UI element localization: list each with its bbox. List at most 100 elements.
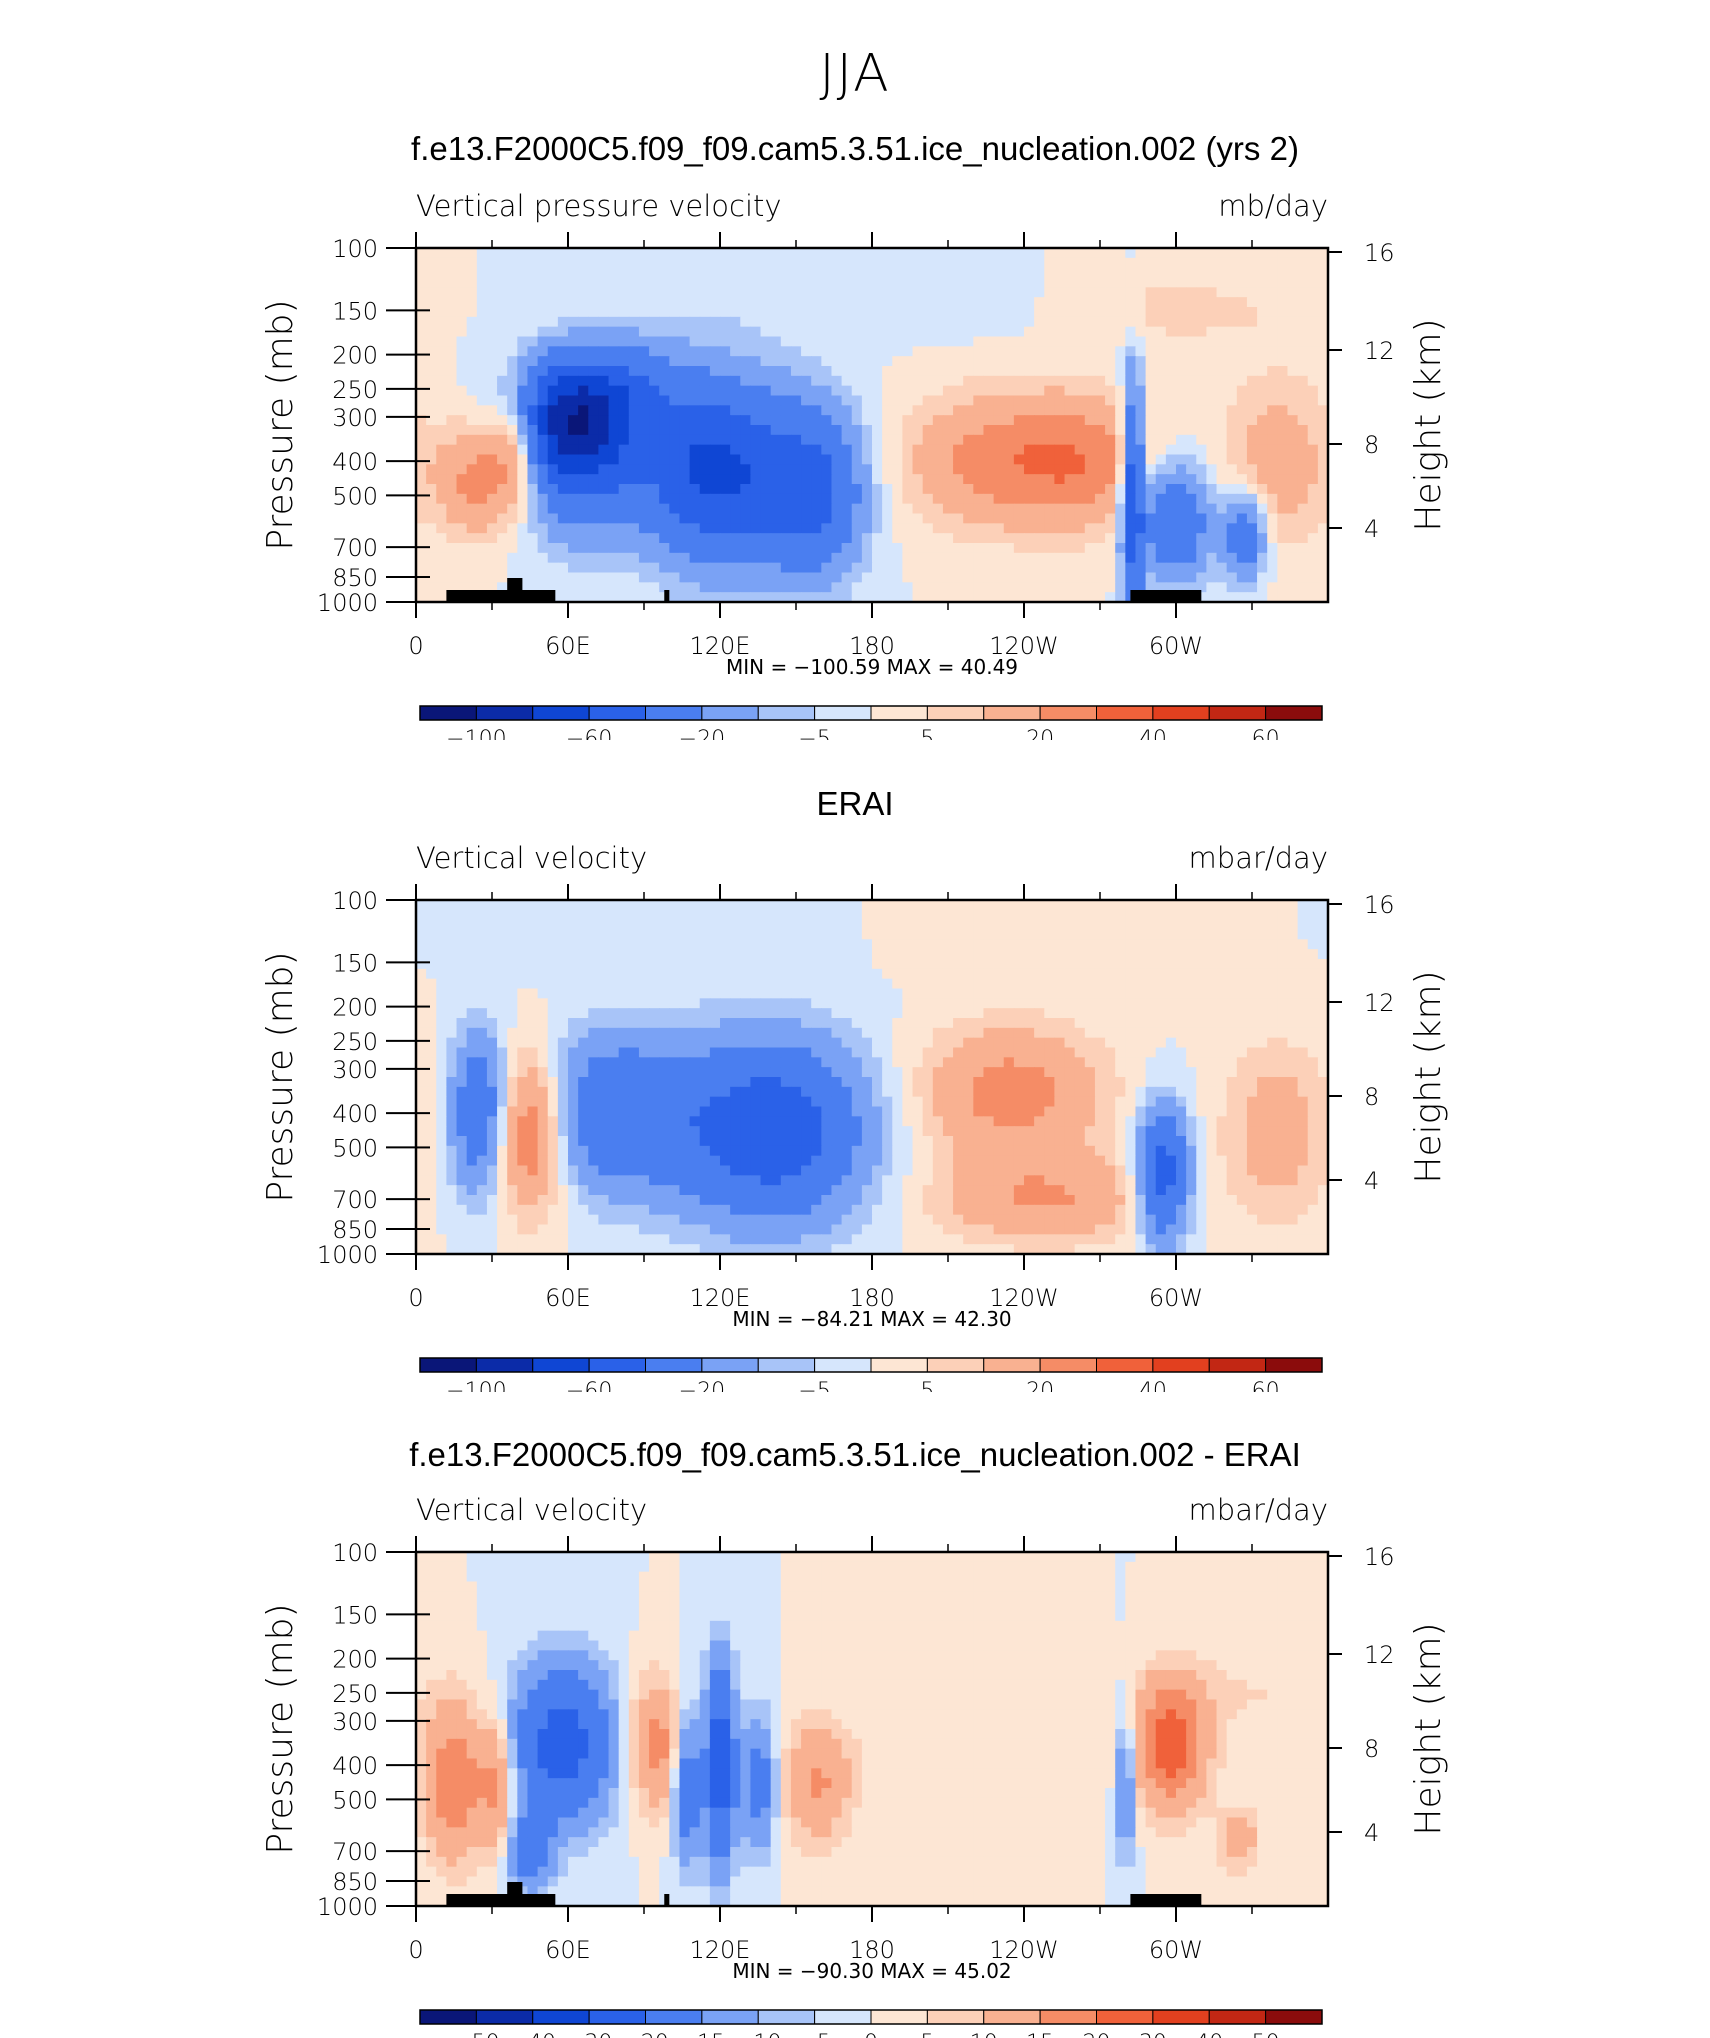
field-cell [831, 248, 843, 259]
field-cell [801, 959, 812, 970]
field-cell [1034, 978, 1045, 990]
field-cell [780, 503, 792, 515]
field-cell [780, 464, 792, 475]
field-cell [588, 900, 599, 911]
field-cell [1186, 277, 1197, 288]
field-cell [1176, 998, 1187, 1009]
field-cell [750, 572, 762, 583]
field-cell [466, 267, 478, 279]
field-cell [557, 484, 569, 495]
field-cell [770, 356, 782, 367]
field-cell [709, 1027, 721, 1039]
field-cell [568, 503, 579, 515]
field-cell [1297, 562, 1309, 574]
field-cell [638, 287, 650, 298]
field-cell [1074, 287, 1086, 298]
field-cell [486, 939, 498, 950]
field-cell [902, 533, 914, 544]
field-cell [1246, 248, 1258, 259]
field-cell [1236, 552, 1248, 564]
field-cell [1176, 1008, 1187, 1019]
field-cell [1277, 356, 1289, 367]
field-cell [750, 959, 762, 970]
field-cell [628, 267, 640, 279]
field-cell [1226, 346, 1238, 357]
field-cell [517, 425, 529, 436]
field-cell [669, 326, 681, 338]
field-cell [1186, 978, 1197, 990]
field-cell [902, 929, 914, 940]
field-cell [922, 287, 934, 298]
contour-field [416, 900, 1329, 1255]
field-cell [689, 1037, 701, 1049]
field-cell [709, 909, 721, 921]
field-cell [628, 434, 640, 446]
field-cell [568, 513, 579, 524]
field-cell [780, 1027, 792, 1039]
field-cell [1074, 474, 1086, 485]
field-cell [557, 1067, 569, 1078]
field-cell [1216, 366, 1228, 377]
field-cell [750, 405, 762, 416]
field-cell [1246, 1037, 1258, 1049]
panel-2-chart: Vertical velocity mbar/day100150200250300… [260, 841, 1449, 1392]
field-cell [679, 543, 691, 554]
field-cell [912, 1027, 924, 1039]
field-cell [1257, 978, 1268, 990]
field-cell [1094, 513, 1106, 524]
figure-title: JJA [819, 44, 891, 104]
field-cell [1277, 425, 1289, 436]
field-cell [922, 978, 934, 990]
field-cell [1155, 572, 1167, 583]
field-cell [1013, 533, 1025, 544]
field-cell [750, 949, 762, 960]
colorbar-swatch [1265, 705, 1323, 721]
field-cell [1165, 385, 1177, 397]
field-cell [1246, 385, 1258, 397]
field-cell [1257, 939, 1268, 950]
field-cell [436, 395, 447, 406]
field-cell [679, 582, 691, 593]
field-cell [638, 257, 650, 269]
field-cell [1125, 949, 1137, 960]
field-cell [507, 277, 518, 288]
field-cell [1013, 287, 1025, 298]
field-cell [740, 1067, 751, 1078]
field-cell [1084, 257, 1096, 269]
field-cell [547, 572, 559, 583]
field-cell [720, 415, 731, 426]
field-cell [426, 316, 437, 328]
field-cell [861, 385, 873, 397]
field-cell [953, 346, 964, 357]
field-cell [801, 978, 812, 990]
field-cell [568, 998, 579, 1009]
field-cell [851, 474, 863, 485]
field-cell [851, 297, 863, 308]
field-cell [568, 909, 579, 921]
field-cell [821, 1067, 833, 1078]
field-cell [770, 503, 782, 515]
field-cell [1206, 297, 1218, 308]
field-cell [953, 562, 964, 574]
field-cell [1246, 582, 1258, 593]
field-cell [902, 356, 914, 367]
field-cell [1165, 336, 1177, 347]
field-cell [811, 307, 822, 318]
field-cell [699, 1047, 711, 1058]
field-cell [1125, 395, 1137, 406]
field-cell [426, 307, 437, 318]
field-cell [770, 415, 782, 426]
field-cell [821, 562, 833, 574]
field-cell [669, 425, 681, 436]
field-cell [1044, 513, 1055, 524]
field-cell [912, 592, 924, 603]
field-cell [770, 900, 782, 911]
field-cell [1115, 493, 1126, 505]
field-cell [1084, 552, 1096, 564]
field-cell [1277, 968, 1289, 980]
field-cell [1074, 346, 1086, 357]
field-cell [1013, 929, 1025, 940]
field-cell [932, 454, 944, 465]
field-cell [1074, 909, 1086, 921]
field-cell [740, 929, 751, 940]
